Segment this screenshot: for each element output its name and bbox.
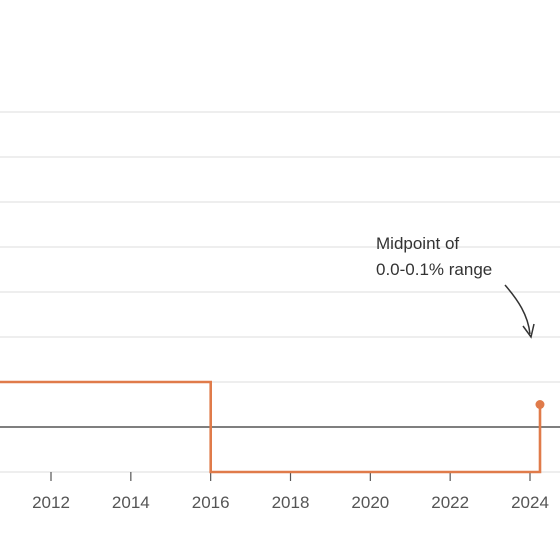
x-tick-label: 2022 xyxy=(431,493,469,512)
x-tick-label: 2012 xyxy=(32,493,70,512)
x-axis: 2012 2014 2016 2018 2020 2022 2024 xyxy=(32,472,549,512)
x-tick-label: 2014 xyxy=(112,493,150,512)
grid-layer xyxy=(0,111,560,473)
annotation-line-2: 0.0-0.1% range xyxy=(376,260,492,279)
annotation-line-1: Midpoint of xyxy=(376,234,459,253)
x-tick-label: 2016 xyxy=(192,493,230,512)
x-tick-label: 2018 xyxy=(272,493,310,512)
annotation-arrow xyxy=(504,284,531,335)
x-tick-label: 2024 xyxy=(511,493,549,512)
series-line xyxy=(0,380,542,474)
x-tick-label: 2020 xyxy=(351,493,389,512)
annotation: Midpoint of 0.0-0.1% range xyxy=(376,234,535,339)
annotation-arrowhead-icon xyxy=(522,323,535,339)
series-layer xyxy=(0,380,545,474)
data-point xyxy=(535,400,545,409)
